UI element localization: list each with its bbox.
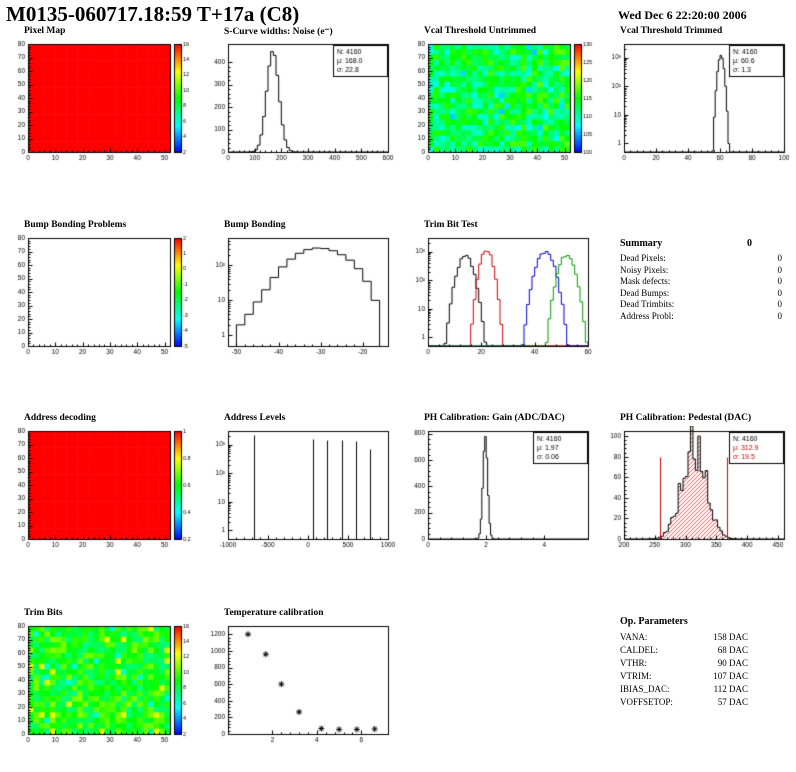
panel-title-pixel-map: Pixel Map [24, 26, 66, 36]
address-decoding-plot [4, 426, 200, 556]
summary-panel: Summary 0 Dead Pixels: 0 Noisy Pixels: 0 M… [620, 238, 782, 323]
panel-temperature: Temperature calibration [204, 608, 400, 751]
summary-row-label: Mask defects: [620, 276, 671, 287]
bump-problems-plot [4, 233, 200, 363]
summary-row-label: Address Probl: [620, 310, 674, 321]
op-parameter-label: VANA: [620, 632, 648, 642]
op-parameter-value: 90 DAC [717, 658, 748, 668]
op-parameter-label: IBIAS_DAC: [620, 684, 670, 694]
panel-bump-problems: Bump Bonding Problems [4, 220, 200, 363]
panel-title-vcal-trimmed: Vcal Threshold Trimmed [620, 26, 723, 36]
panel-trim-bits: Trim Bits [4, 608, 200, 751]
panel-title-address-decoding: Address decoding [24, 413, 96, 423]
page-title: M0135-060717.18:59 T+17a (C8) [6, 2, 300, 26]
pixel-map-plot [4, 39, 200, 169]
panel-title-bump-problems: Bump Bonding Problems [24, 220, 127, 230]
panel-address-decoding: Address decoding [4, 413, 200, 556]
panel-ph-pedestal: PH Calibration: Pedestal (DAC) [600, 413, 796, 556]
op-parameter-label: VTHR: [620, 658, 647, 668]
panel-title-trim-bits: Trim Bits [24, 608, 63, 618]
op-parameter-value: 112 DAC [713, 684, 748, 694]
op-parameter-row: VOFFSETOP: 57 DAC [620, 696, 748, 709]
panel-title-trimbit-test: Trim Bit Test [424, 220, 478, 230]
summary-row-value: 0 [777, 310, 783, 321]
vcal-untrimmed-plot [404, 39, 600, 169]
op-parameter-label: VOFFSETOP: [620, 697, 673, 707]
scurve-noise-plot [204, 39, 400, 169]
trimbit-test-plot [404, 233, 600, 363]
panel-title-ph-gain: PH Calibration: Gain (ADC/DAC) [424, 413, 565, 423]
panel-title-vcal-untrimmed: Vcal Threshold Untrimmed [424, 26, 537, 36]
summary-total: 0 [747, 238, 752, 249]
panel-vcal-untrimmed: Vcal Threshold Untrimmed [404, 26, 600, 169]
op-parameters-panel: Op. Parameters VANA: 158 DAC CALDEL: 68 DA… [620, 616, 748, 709]
address-levels-plot [204, 426, 400, 556]
summary-row-label: Dead Trimbits: [620, 299, 675, 310]
summary-row-value: 0 [777, 264, 783, 275]
panel-title-scurve-noise: S-Curve widths: Noise (e⁻) [224, 27, 333, 37]
op-parameter-value: 57 DAC [717, 697, 748, 707]
panel-title-temperature: Temperature calibration [224, 608, 324, 618]
timestamp: Wed Dec 6 22:20:00 2006 [618, 8, 747, 22]
op-parameter-row: VTRIM: 107 DAC [620, 670, 748, 683]
panel-ph-gain: PH Calibration: Gain (ADC/DAC) [404, 413, 600, 556]
summary-row-label: Dead Bumps: [620, 287, 670, 298]
summary-row: Address Probl: 0 [620, 311, 782, 323]
op-parameter-value: 68 DAC [717, 645, 748, 655]
op-parameter-value: 107 DAC [713, 671, 748, 681]
panel-title-address-levels: Address Levels [224, 413, 286, 423]
trim-bits-plot [4, 621, 200, 751]
panel-pixel-map: Pixel Map [4, 26, 200, 169]
summary-row-value: 0 [777, 253, 783, 263]
ph-pedestal-plot [600, 426, 796, 556]
panel-title-ph-pedestal: PH Calibration: Pedestal (DAC) [620, 413, 752, 423]
summary-heading: Summary [620, 238, 663, 249]
summary-row-value: 0 [777, 287, 783, 298]
summary-row-value: 0 [777, 299, 783, 310]
panel-bump-bonding: Bump Bonding [204, 220, 400, 363]
op-parameter-row: IBIAS_DAC: 112 DAC [620, 683, 748, 696]
op-parameter-row: VANA: 158 DAC [620, 631, 748, 644]
op-parameter-value: 158 DAC [713, 632, 748, 642]
summary-row-value: 0 [777, 276, 783, 287]
op-parameter-label: CALDEL: [620, 645, 658, 655]
summary-row: Mask defects: 0 [620, 276, 782, 288]
summary-row: Dead Trimbits: 0 [620, 299, 782, 311]
op-parameters-heading: Op. Parameters [620, 616, 688, 627]
bump-bonding-plot [204, 233, 400, 363]
op-parameter-label: VTRIM: [620, 671, 652, 681]
panel-address-levels: Address Levels [204, 413, 400, 556]
ph-gain-plot [404, 426, 600, 556]
summary-row: Dead Pixels: 0 [620, 253, 782, 265]
summary-row: Dead Bumps: 0 [620, 288, 782, 300]
op-parameter-row: CALDEL: 68 DAC [620, 644, 748, 657]
op-parameter-row: VTHR: 90 DAC [620, 657, 748, 670]
summary-row: Noisy Pixels: 0 [620, 265, 782, 277]
summary-row-label: Noisy Pixels: [620, 264, 669, 275]
vcal-trimmed-plot [600, 39, 796, 169]
panel-trimbit-test: Trim Bit Test [404, 220, 600, 363]
summary-row-label: Dead Pixels: [620, 253, 666, 263]
panel-title-bump-bonding: Bump Bonding [224, 220, 286, 230]
panel-scurve-noise: S-Curve widths: Noise (e⁻) [204, 26, 400, 169]
panel-vcal-trimmed: Vcal Threshold Trimmed [600, 26, 796, 169]
temperature-plot [204, 621, 400, 751]
